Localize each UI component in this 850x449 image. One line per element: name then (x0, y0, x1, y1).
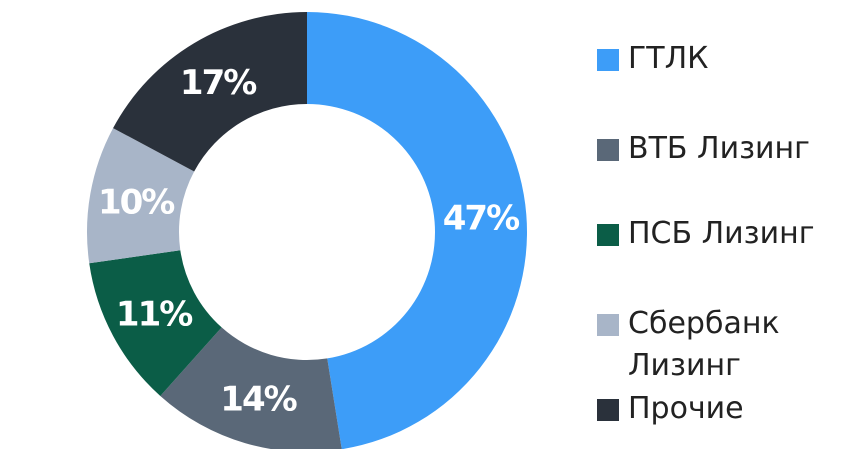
slice-label: 10% (98, 182, 174, 222)
legend-item: ГТЛК (597, 38, 843, 80)
slice (89, 250, 222, 396)
legend-label: ПСБ Лизинг (628, 216, 815, 251)
slice-label: 14% (220, 379, 296, 419)
slice (87, 128, 195, 264)
slice (160, 327, 342, 449)
legend-swatch (597, 49, 619, 71)
legend-label: Прочие (628, 391, 744, 426)
slice-label: 47% (443, 199, 519, 239)
legend-swatch (597, 314, 619, 336)
legend-item: Сбербанк Лизинг (597, 303, 843, 387)
slice-label: 17% (180, 63, 256, 103)
legend-item: Прочие (597, 388, 843, 430)
slice-label: 11% (116, 295, 192, 335)
legend-item: ВТБ Лизинг (597, 128, 843, 170)
legend-label: Сбербанк Лизинг (628, 306, 780, 383)
legend-swatch (597, 224, 619, 246)
legend-label: ВТБ Лизинг (628, 131, 810, 166)
legend-swatch (597, 139, 619, 161)
slice (113, 12, 307, 172)
slice (307, 12, 527, 449)
legend-item: ПСБ Лизинг (597, 213, 843, 255)
legend-label: ГТЛК (628, 41, 709, 76)
legend-swatch (597, 399, 619, 421)
